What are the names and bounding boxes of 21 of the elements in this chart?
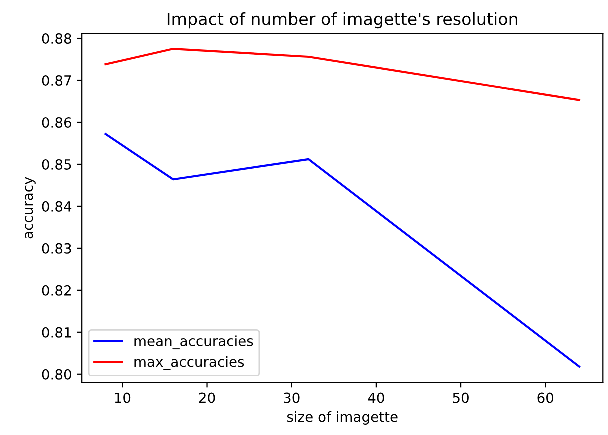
y-tick-label: 0.83 (42, 243, 72, 254)
y-tick-label: 0.82 (42, 285, 71, 296)
legend-label: max_accuracies (134, 356, 244, 370)
legend-label: mean_accuracies (134, 336, 254, 350)
y-tick-label: 0.81 (42, 327, 72, 338)
y-tick-label: 0.88 (42, 34, 72, 44)
x-tick-label: 10 (115, 392, 131, 404)
x-axis-title: size of imagette (287, 412, 398, 425)
x-tick-label: 40 (368, 392, 384, 404)
chart-title: Impact of number of imagette's resolution (168, 12, 518, 29)
y-tick-label: 0.86 (42, 117, 72, 128)
x-tick-label: 50 (453, 392, 469, 404)
y-tick-label: 0.80 (42, 369, 72, 380)
x-tick-label: 60 (538, 392, 554, 404)
y-tick-label: 0.87 (42, 75, 72, 86)
line-series (104, 48, 580, 102)
y-tick-label: 0.85 (42, 159, 72, 170)
x-tick-label: 30 (284, 392, 300, 404)
x-tick-label: 20 (199, 392, 216, 404)
y-axis-title: accuracy (25, 177, 36, 239)
y-tick-label: 0.84 (42, 201, 72, 212)
